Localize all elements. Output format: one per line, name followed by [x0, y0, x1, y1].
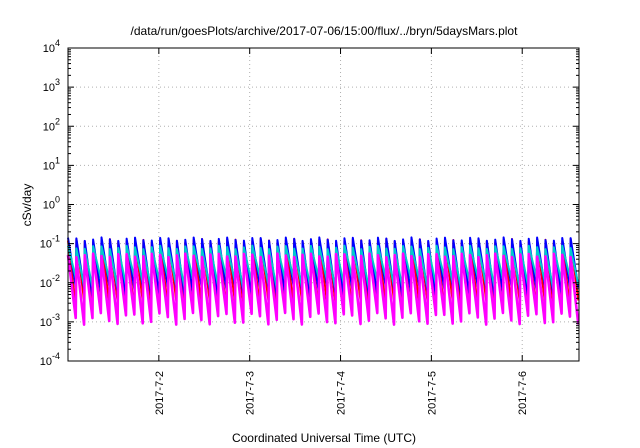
y-axis-label: cSv/day [20, 184, 34, 227]
y-tick-label: 104 [43, 38, 60, 55]
y-tick-label: 103 [43, 77, 60, 94]
x-tick-label: 2017-7-5 [426, 371, 438, 415]
series-line [66, 252, 580, 326]
y-tick-label: 10-4 [40, 351, 60, 368]
y-tick-label: 10-1 [40, 234, 60, 251]
series-line [67, 244, 580, 290]
y-tick-label: 101 [43, 155, 60, 172]
y-tick-label: 10-2 [40, 273, 60, 290]
y-axis: 10-4 10-3 10-2 10-1 100 101 102 103 104 [40, 38, 579, 368]
chart-title: /data/run/goesPlots/archive/2017-07-06/1… [131, 24, 519, 38]
x-tick-label: 2017-7-2 [154, 371, 166, 415]
x-axis-label: Coordinated Universal Time (UTC) [232, 431, 416, 445]
x-axis: 2017-7-2 2017-7-3 2017-7-4 2017-7-5 2017-7-6 [154, 48, 529, 415]
series-group [66, 236, 580, 326]
y-tick-label: 10-3 [40, 312, 60, 329]
x-tick-label: 2017-7-4 [336, 371, 348, 415]
x-tick-label: 2017-7-3 [245, 371, 257, 415]
y-tick-label: 102 [43, 116, 60, 133]
y-tick-label: 100 [43, 195, 60, 212]
x-tick-label: 2017-7-6 [517, 371, 529, 415]
